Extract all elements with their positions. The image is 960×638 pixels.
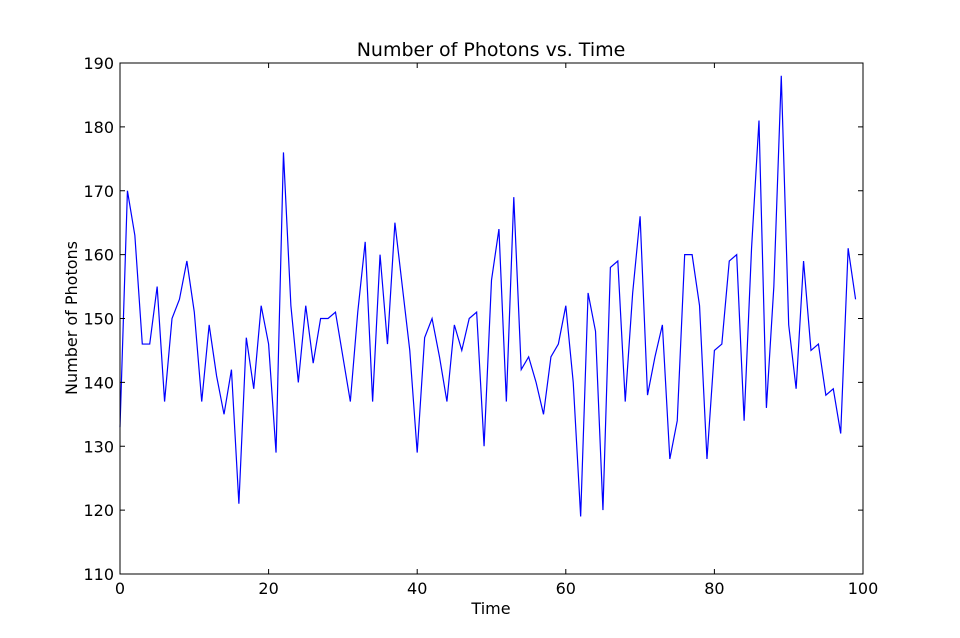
x-tick-label: 20: [258, 579, 278, 598]
y-tick-label: 130: [83, 437, 114, 456]
x-tick-label: 40: [407, 579, 427, 598]
y-tick-label: 190: [83, 54, 114, 73]
series-line: [119, 75, 857, 517]
x-tick-label: 0: [115, 579, 125, 598]
plot-frame: [119, 62, 864, 575]
plot-area: 0 20 40 60 80 100 110 120 130 140 150 160 170 180 190: [83, 54, 878, 598]
y-tick-label: 120: [83, 501, 114, 520]
x-tick-label: 100: [848, 579, 879, 598]
y-tick-label: 150: [83, 310, 114, 329]
y-tick-label: 180: [83, 118, 114, 137]
y-tick-label: 160: [83, 246, 114, 265]
y-tick-label: 170: [83, 182, 114, 201]
x-tick-label: 60: [556, 579, 576, 598]
x-axis-label: Time: [470, 599, 510, 618]
y-axis-label: Number of Photons: [62, 241, 81, 395]
chart-title: Number of Photons vs. Time: [357, 39, 626, 61]
y-tick-label: 140: [83, 373, 114, 392]
y-tick-label: 110: [83, 565, 114, 584]
x-tick-label: 80: [704, 579, 724, 598]
